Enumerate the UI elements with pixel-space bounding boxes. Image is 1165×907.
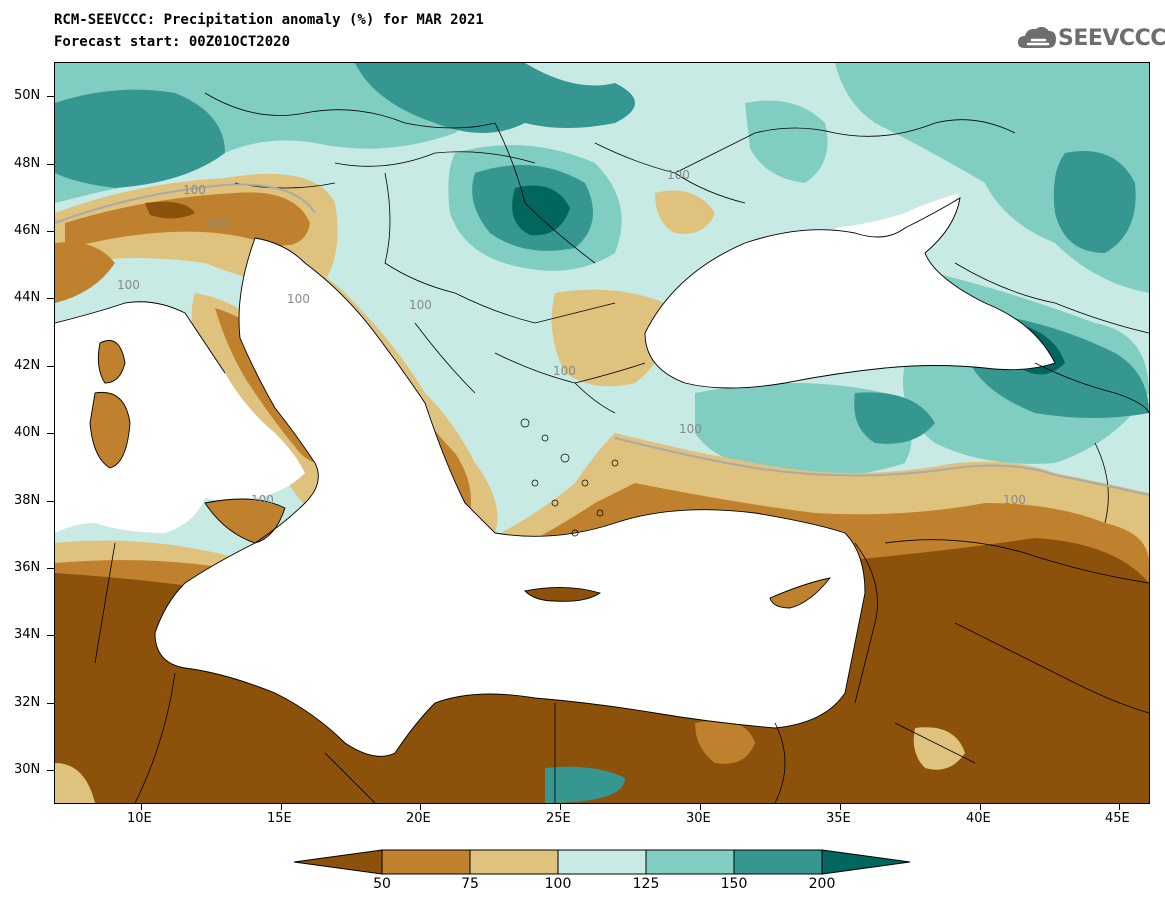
lat-label: 44N	[14, 290, 41, 305]
contour-label: 100	[287, 292, 310, 306]
band-150-200	[854, 392, 935, 444]
lon-label: 30E	[686, 811, 711, 826]
island-corsica	[98, 340, 125, 383]
colorbar	[294, 849, 910, 875]
contour-100	[55, 183, 1149, 496]
island-sicily	[205, 499, 285, 543]
map-title: RCM-SEEVCCC: Precipitation anomaly (%) f…	[54, 12, 484, 28]
contour-label: 100	[1003, 493, 1026, 507]
forecast-start: Forecast start: 00Z01OCT2020	[54, 34, 291, 50]
band-50-75	[695, 720, 755, 764]
contour-label: 100	[205, 217, 228, 231]
lat-label: 34N	[14, 627, 41, 642]
contour-label: 100	[667, 168, 690, 182]
band-150-200	[355, 63, 635, 133]
colorbar-label: 200	[808, 876, 836, 892]
band-below-50	[145, 201, 195, 219]
band-75-100	[551, 289, 667, 387]
coastlines	[55, 197, 1056, 757]
lat-label: 38N	[14, 493, 41, 508]
band-125-150	[745, 100, 828, 183]
mediterranean-central	[155, 238, 865, 757]
cloud-icon	[1018, 26, 1056, 48]
country-borders	[94, 92, 1149, 803]
lat-label: 42N	[14, 358, 41, 373]
lat-label: 48N	[14, 156, 41, 171]
colorbar-segment	[469, 849, 559, 875]
colorbar-segment	[557, 849, 647, 875]
contour-label: 100	[251, 493, 274, 507]
contour-label: 100	[553, 364, 576, 378]
band-150-200	[1053, 151, 1136, 253]
contour-label: 100	[183, 183, 206, 197]
island-cyprus	[770, 578, 830, 608]
contour-label: 100	[117, 278, 140, 292]
contour-label: 100	[409, 298, 432, 312]
lat-label: 50N	[14, 88, 41, 103]
colorbar-segment	[821, 849, 910, 875]
colorbar-segment	[294, 849, 383, 875]
colorbar-segment	[381, 849, 471, 875]
colorbar-label: 150	[720, 876, 748, 892]
colorbar-label: 75	[461, 876, 479, 892]
colorbar-segment	[645, 849, 735, 875]
band-50-75	[55, 242, 115, 303]
colorbar-label: 100	[544, 876, 572, 892]
black-sea	[645, 198, 1055, 388]
lon-label: 20E	[406, 811, 431, 826]
sea-of-azov	[835, 193, 960, 243]
colorbar-label: 50	[373, 876, 391, 892]
lon-label: 15E	[267, 811, 292, 826]
lon-label: 40E	[966, 811, 991, 826]
lon-label: 35E	[826, 811, 851, 826]
lat-label: 32N	[14, 695, 41, 710]
band-75-100	[655, 190, 715, 234]
lon-label: 45E	[1105, 811, 1130, 826]
lon-label: 10E	[127, 811, 152, 826]
colorbar-segment	[733, 849, 823, 875]
lat-label: 40N	[14, 425, 41, 440]
band-150-200	[55, 89, 225, 188]
contour-label: 100	[679, 422, 702, 436]
lat-label: 36N	[14, 560, 41, 575]
lat-label: 46N	[14, 223, 41, 238]
band-75-100	[913, 727, 965, 770]
band-75-100	[55, 763, 95, 803]
island-sardinia	[90, 392, 130, 468]
contour-labels: 100 100 100 100 100 100 100 100 100 100	[117, 168, 1026, 507]
map-area: 100 100 100 100 100 100 100 100 100 100	[54, 62, 1150, 804]
aegean-islands	[520, 418, 619, 537]
band-150-200	[545, 766, 625, 803]
band-above-200	[512, 185, 570, 236]
lon-label: 25E	[546, 811, 571, 826]
colorbar-label: 125	[632, 876, 660, 892]
band-50-75	[65, 192, 310, 248]
logo-text: SEEVCCC	[1058, 26, 1165, 51]
anomaly-map: 100 100 100 100 100 100 100 100 100 100	[55, 63, 1149, 803]
lat-label: 30N	[14, 762, 41, 777]
island-crete	[525, 587, 600, 602]
